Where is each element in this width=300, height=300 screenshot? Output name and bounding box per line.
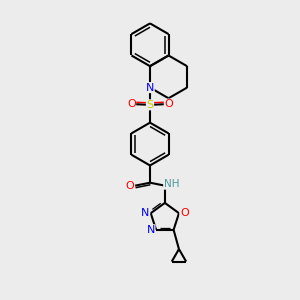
Text: NH: NH [164, 179, 179, 189]
Text: O: O [164, 99, 173, 109]
Text: N: N [147, 225, 155, 235]
Text: N: N [146, 82, 154, 93]
Text: S: S [146, 100, 154, 110]
Text: O: O [127, 99, 136, 109]
Text: O: O [125, 181, 134, 191]
Text: N: N [141, 208, 150, 218]
Text: O: O [180, 208, 189, 218]
